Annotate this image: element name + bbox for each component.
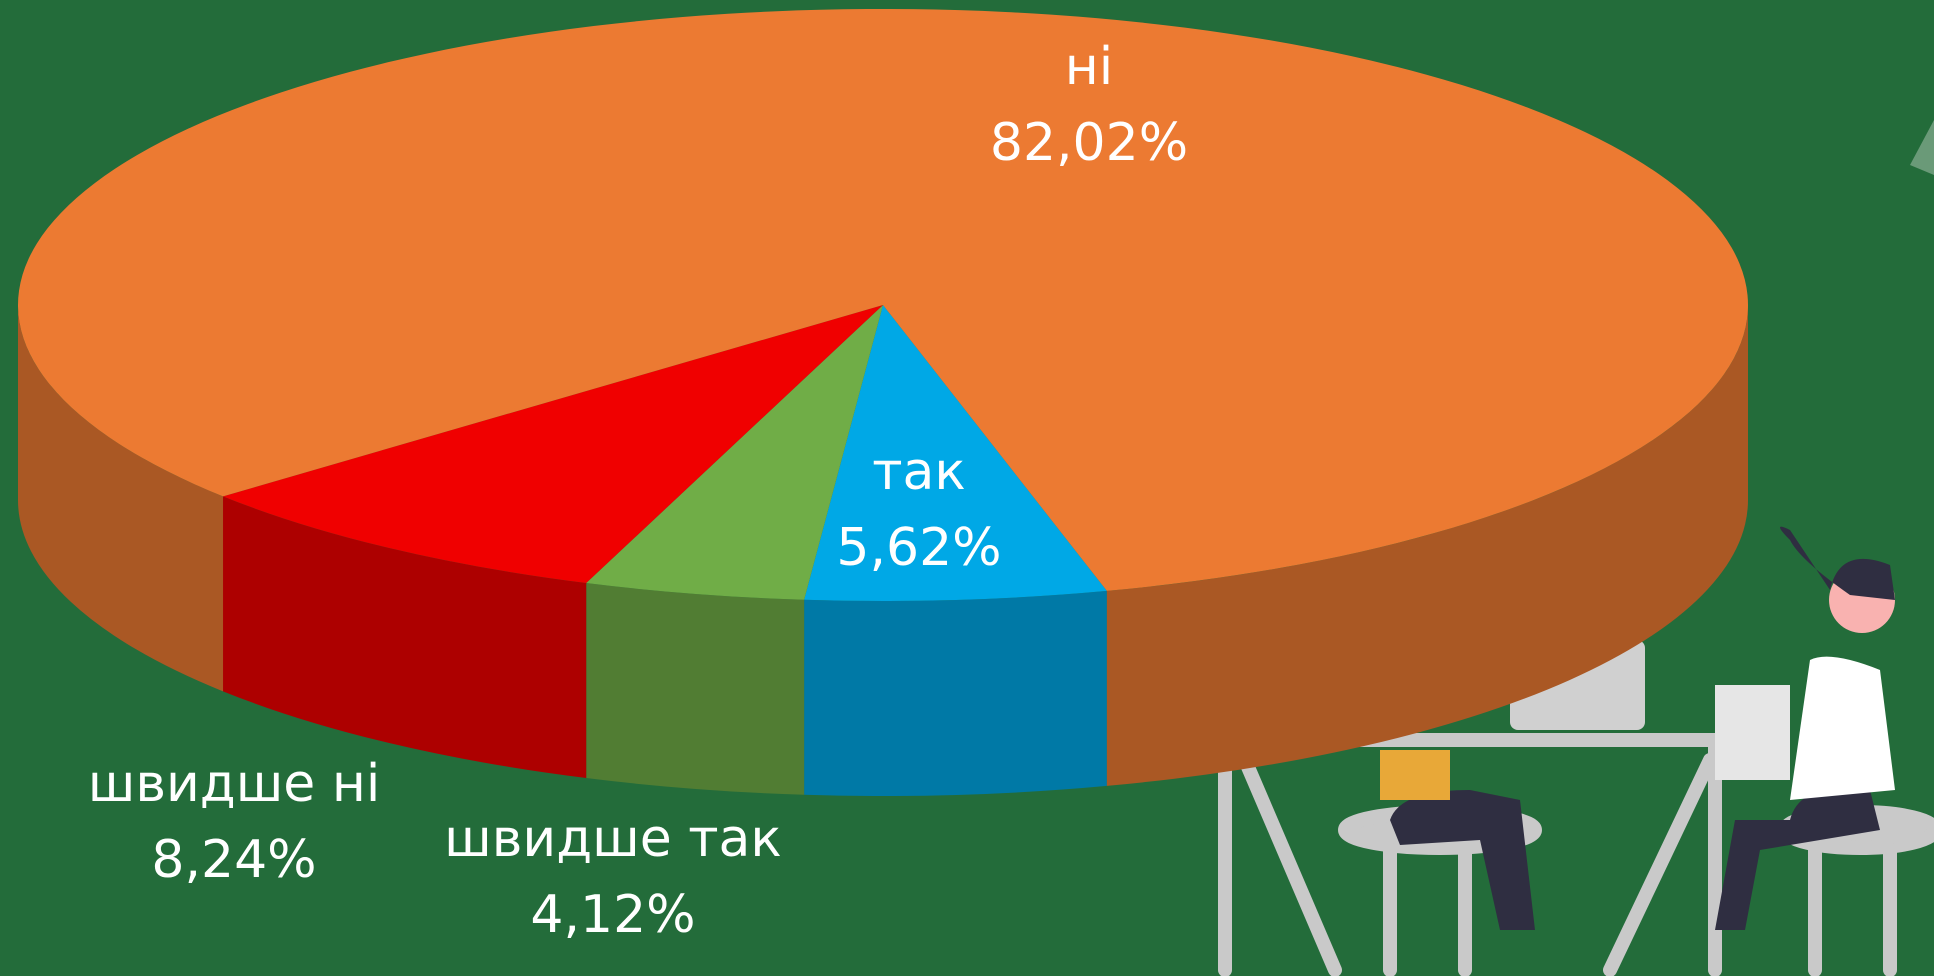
value-label: 4,12% (530, 885, 695, 945)
slice-side (804, 591, 1107, 796)
page: {"chart_data": {"type": "pie3d", "catego… (0, 0, 1934, 976)
chart: так 5,62% швидше так 4,12% швидше ні 8,24% ні 8… (0, 0, 1934, 976)
slice-label: швидше так (444, 809, 782, 869)
pie (18, 9, 1748, 796)
value-label: 82,02% (990, 113, 1188, 173)
slice-side (586, 583, 804, 795)
value-label: 8,24% (151, 830, 316, 890)
value-label: 5,62% (836, 518, 1001, 578)
slice-label: так (872, 442, 966, 502)
slice-label: ні (1065, 37, 1113, 97)
slice-label: швидше ні (88, 754, 381, 814)
